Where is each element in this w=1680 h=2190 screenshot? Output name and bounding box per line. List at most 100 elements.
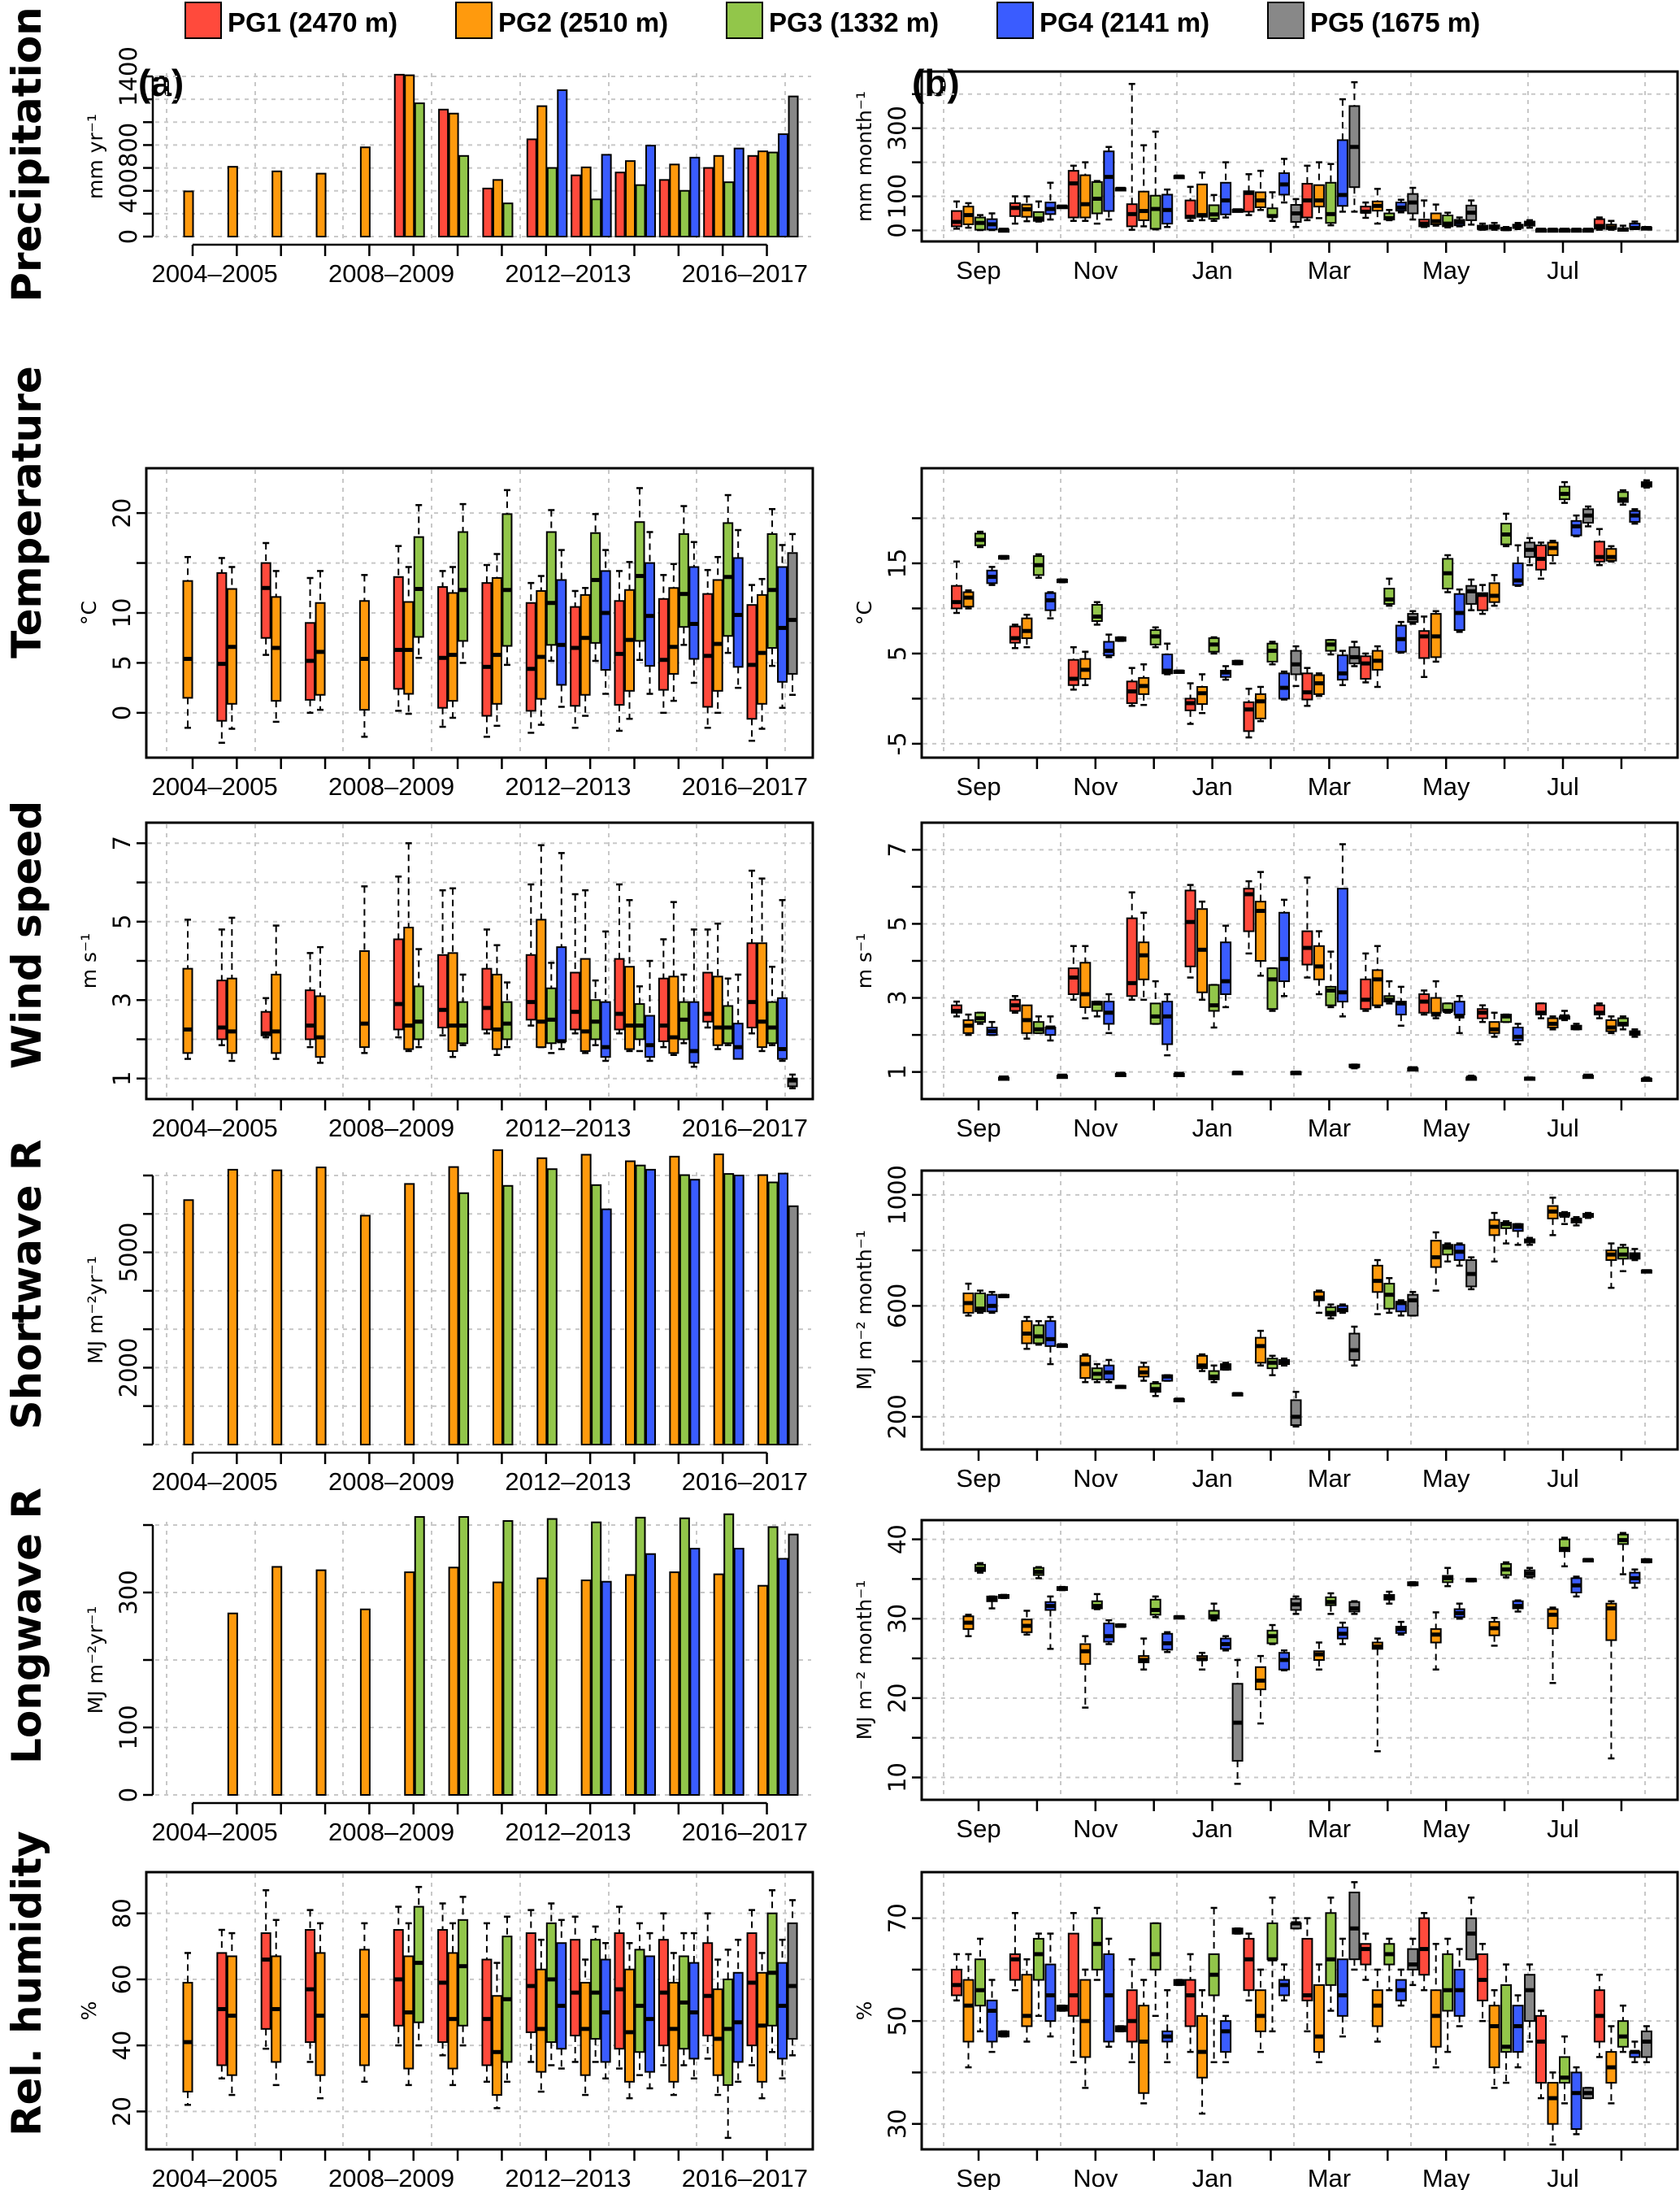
x-tick-label: 2008–2009 bbox=[328, 1818, 454, 1846]
box-pg1 bbox=[1126, 82, 1138, 231]
box-pg2 bbox=[712, 1958, 723, 2097]
box-body bbox=[986, 1293, 998, 1313]
x-tick-label: Jan bbox=[1192, 1464, 1233, 1493]
box-pg3 bbox=[1617, 2004, 1629, 2053]
box-pg1 bbox=[951, 1000, 962, 1018]
bar-pg2 bbox=[359, 1608, 371, 1796]
box-pg1 bbox=[1243, 880, 1255, 955]
x-tick-label: Mar bbox=[1308, 2164, 1351, 2190]
box-pg5 bbox=[787, 1073, 798, 1090]
box-body bbox=[777, 997, 788, 1060]
box-pg4 bbox=[1453, 1602, 1465, 1620]
box-pg1 bbox=[481, 563, 493, 738]
box-pg2 bbox=[580, 889, 591, 1054]
y-axis-unit-label: MJ m⁻²yr⁻¹ bbox=[84, 1256, 107, 1364]
box-pg3 bbox=[766, 965, 778, 1046]
box-pg3 bbox=[975, 1011, 986, 1025]
box-pg4 bbox=[645, 1931, 655, 2090]
bar-pg4 bbox=[645, 145, 656, 237]
box-body bbox=[1336, 654, 1348, 681]
box-body bbox=[1371, 969, 1383, 1006]
box-body bbox=[634, 1003, 645, 1041]
box-body bbox=[1126, 1989, 1138, 2043]
box-body bbox=[305, 1928, 316, 2044]
box-pg4 bbox=[1278, 898, 1290, 997]
panel-b-temp: -5 5 15 °C Sep Nov Jan Mar May Jul bbox=[853, 467, 1679, 801]
box-pg2 bbox=[1021, 613, 1033, 649]
box-pg3 bbox=[590, 1925, 601, 2063]
x-tick-label: Mar bbox=[1308, 1114, 1351, 1142]
box-body bbox=[688, 566, 700, 660]
box-body bbox=[216, 980, 228, 1041]
box-pg5 bbox=[1056, 1585, 1068, 1592]
box-pg1 bbox=[658, 938, 669, 1049]
box-pg2 bbox=[624, 1941, 635, 2100]
box-body bbox=[1336, 1958, 1348, 2017]
box-pg4 bbox=[1278, 670, 1290, 701]
box-pg3 bbox=[1559, 1536, 1570, 1568]
box-pg2 bbox=[358, 1922, 370, 2084]
box-pg4 bbox=[1103, 1619, 1115, 1645]
y-tick-label: 400 bbox=[115, 168, 142, 213]
box-pg4 bbox=[1512, 221, 1524, 231]
box-pg3 bbox=[1559, 480, 1570, 504]
box-pg3 bbox=[1032, 553, 1044, 579]
box-pg4 bbox=[1629, 1568, 1641, 1589]
box-pg1 bbox=[393, 545, 404, 712]
box-pg1 bbox=[1477, 584, 1489, 615]
box-pg1 bbox=[570, 1915, 581, 2063]
x-tick-label: 2008–2009 bbox=[328, 2164, 454, 2190]
row-title-precipitation: Precipitation bbox=[3, 7, 50, 302]
box-pg5 bbox=[1465, 1577, 1478, 1583]
box-pg3 bbox=[413, 1885, 424, 2047]
bar-pg4 bbox=[689, 1548, 701, 1797]
box-pg1 bbox=[1593, 528, 1605, 567]
box-pg3 bbox=[1442, 554, 1454, 593]
box-pg1 bbox=[1243, 687, 1255, 739]
plot-frame bbox=[920, 70, 1679, 243]
x-tick-label: 2004–2005 bbox=[152, 1467, 278, 1496]
box-pg2 bbox=[1079, 650, 1092, 687]
box-pg4 bbox=[1570, 1215, 1582, 1227]
box-pg3 bbox=[634, 1922, 645, 2076]
box-pg2 bbox=[536, 1938, 547, 2093]
box-body bbox=[1196, 183, 1209, 218]
y-axis-unit-label: °C bbox=[853, 601, 876, 625]
box-body bbox=[600, 1001, 611, 1058]
bar-pg2 bbox=[448, 112, 459, 237]
box-pg5 bbox=[1582, 505, 1594, 528]
bar-pg2 bbox=[183, 1199, 194, 1445]
bar-pg3 bbox=[546, 1518, 558, 1797]
box-body bbox=[1348, 1891, 1361, 1961]
box-body bbox=[447, 952, 458, 1052]
box-body bbox=[1430, 1989, 1442, 2048]
box-pg5 bbox=[1640, 1076, 1652, 1082]
box-body bbox=[1255, 693, 1266, 719]
box-pg5 bbox=[1231, 659, 1244, 666]
box-pg4 bbox=[1220, 1635, 1232, 1652]
box-pg2 bbox=[358, 885, 370, 1054]
box-body bbox=[1371, 1989, 1383, 2027]
box-pg3 bbox=[1266, 967, 1278, 1012]
box-pg5 bbox=[1640, 479, 1652, 489]
x-tick-label: Mar bbox=[1308, 256, 1351, 285]
box-pg1 bbox=[1009, 195, 1021, 225]
y-axis-unit-label: m s⁻¹ bbox=[77, 933, 101, 989]
box-pg2 bbox=[668, 901, 679, 1057]
y-tick-label: 100 bbox=[883, 174, 911, 219]
x-tick-label: 2004–2005 bbox=[152, 259, 278, 288]
box-pg3 bbox=[678, 505, 689, 646]
y-tick-label: 300 bbox=[883, 106, 911, 150]
box-pg2 bbox=[712, 555, 723, 715]
box-pg1 bbox=[1126, 891, 1138, 1002]
box-body bbox=[1313, 945, 1325, 980]
y-axis-unit-label: % bbox=[853, 2001, 876, 2021]
y-axis-unit-label: mm yr⁻¹ bbox=[84, 114, 107, 199]
bar-pg2 bbox=[227, 1168, 238, 1445]
x-tick-label: Nov bbox=[1073, 1114, 1118, 1142]
box-pg2 bbox=[624, 898, 635, 1053]
box-pg5 bbox=[1173, 1979, 1185, 1987]
box-pg3 bbox=[1208, 193, 1220, 222]
bar-pg2 bbox=[271, 1566, 283, 1796]
bar-pg3 bbox=[635, 184, 646, 238]
